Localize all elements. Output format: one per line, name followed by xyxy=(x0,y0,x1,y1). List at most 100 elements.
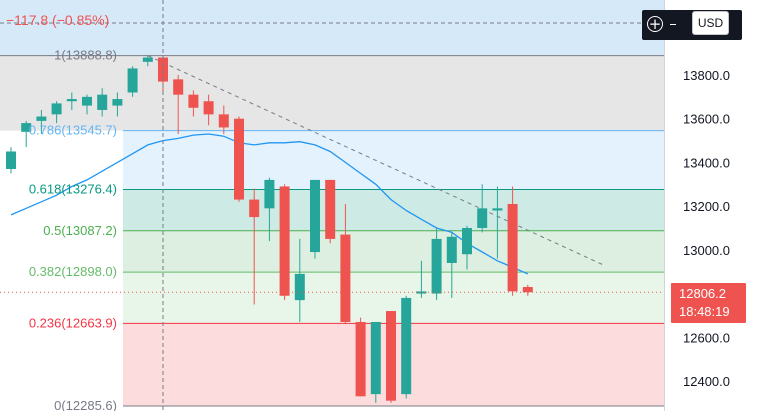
candle xyxy=(203,94,214,126)
fib-label-0.236: 0.236(12663.9) xyxy=(29,315,117,330)
y-tick-label: 13000.0 xyxy=(683,243,730,258)
candle xyxy=(340,203,351,325)
candle xyxy=(492,186,503,259)
crosshair-cursor xyxy=(0,0,664,411)
candle xyxy=(446,232,457,298)
candle xyxy=(294,238,305,322)
fibonacci-level-labels: 1(13888.8) 0.786(13545.7) 0.618(13276.4) 0.… xyxy=(29,48,117,411)
candle xyxy=(173,75,184,135)
price-change-label: −117.8 (−0.85%) xyxy=(6,12,110,28)
top-right-controls: + USD xyxy=(642,10,742,40)
candle-body xyxy=(386,311,396,401)
last-price-box: 12806.2 18:48:19 xyxy=(671,283,746,323)
candle-body xyxy=(507,203,518,292)
candle-body xyxy=(264,179,275,209)
candle-body xyxy=(462,228,472,255)
plus-circle-icon[interactable]: + xyxy=(647,15,663,33)
candle-body xyxy=(158,57,168,82)
dash-icon xyxy=(670,24,676,25)
trend-line[interactable] xyxy=(147,55,605,266)
fib-zone-above xyxy=(0,0,664,56)
y-tick-label: 13600.0 xyxy=(683,112,730,127)
candle xyxy=(386,311,396,403)
candle xyxy=(522,284,533,296)
y-tick-label: 12400.0 xyxy=(683,374,730,389)
candle-body xyxy=(477,208,488,228)
fib-label-0.618: 0.618(13276.4) xyxy=(29,181,117,196)
fibonacci-zone-fills xyxy=(0,0,664,407)
candle-body xyxy=(492,208,503,211)
price-axis-background xyxy=(664,0,770,411)
candle xyxy=(462,225,472,270)
candle xyxy=(36,109,47,135)
candle-body xyxy=(431,238,442,294)
candle xyxy=(264,177,275,242)
candle xyxy=(477,184,488,233)
candle-body xyxy=(6,151,16,169)
fib-label-0.5: 0.5(13087.2) xyxy=(43,223,117,238)
fib-label-0.786: 0.786(13545.7) xyxy=(29,123,117,138)
fib-zone-0.786 xyxy=(123,130,664,190)
candle xyxy=(82,94,92,115)
candle xyxy=(142,55,153,67)
candle xyxy=(51,101,62,124)
candle-body xyxy=(218,114,229,128)
fib-label-1: 1(13888.8) xyxy=(54,48,117,63)
candle xyxy=(279,184,290,301)
candle-body xyxy=(112,99,123,106)
candle xyxy=(188,90,199,117)
y-tick-label: 13200.0 xyxy=(683,199,730,214)
candle-body xyxy=(294,273,305,301)
candle xyxy=(112,92,123,117)
moving-average-path xyxy=(10,133,529,275)
y-tick-label: 13800.0 xyxy=(683,68,730,83)
candle xyxy=(6,147,16,174)
candle-body xyxy=(188,94,199,108)
candlesticks xyxy=(6,55,533,403)
candle-body xyxy=(66,99,77,102)
candle xyxy=(355,317,366,397)
candle-body xyxy=(82,96,92,106)
candle-body xyxy=(21,123,32,132)
candle-body xyxy=(325,179,336,239)
candle xyxy=(507,186,518,296)
candle-body xyxy=(234,118,244,200)
fib-zone-0.618 xyxy=(123,189,664,231)
candle xyxy=(401,295,412,399)
candle-body xyxy=(51,103,62,115)
candle-body xyxy=(36,116,47,121)
moving-average-line xyxy=(10,133,529,275)
candle-body xyxy=(401,297,412,395)
price-axis[interactable]: 13800.013600.013400.013200.013000.012800… xyxy=(664,0,770,411)
candle xyxy=(218,105,229,135)
candle xyxy=(97,88,108,117)
candle-body xyxy=(203,101,214,115)
trend-line-segment xyxy=(147,55,605,266)
candle xyxy=(431,228,442,301)
currency-button[interactable]: USD xyxy=(692,11,729,35)
candle xyxy=(127,66,138,97)
y-tick-label: 13400.0 xyxy=(683,155,730,170)
candle-body xyxy=(97,94,108,110)
candle xyxy=(325,179,336,244)
candle-body xyxy=(279,186,290,296)
fib-label-0: 0(12285.6) xyxy=(54,398,117,411)
candle-body xyxy=(355,321,366,397)
fib-label-0.382: 0.382(12898.0) xyxy=(29,264,117,279)
candle-body xyxy=(340,234,351,322)
candle xyxy=(21,120,32,148)
candle-body xyxy=(127,68,138,93)
candle-body xyxy=(446,236,457,263)
bar-countdown: 18:48:19 xyxy=(679,304,730,319)
candle-body xyxy=(249,199,260,218)
candle xyxy=(66,92,77,110)
candle-body xyxy=(370,321,381,395)
candle xyxy=(416,260,427,298)
fib-zone-0.5 xyxy=(123,230,664,273)
last-price-value: 12806.2 xyxy=(679,286,726,301)
fib-zone-1 xyxy=(0,55,664,131)
candle-body xyxy=(173,79,184,95)
candle-body xyxy=(522,287,533,293)
candle xyxy=(370,321,381,403)
